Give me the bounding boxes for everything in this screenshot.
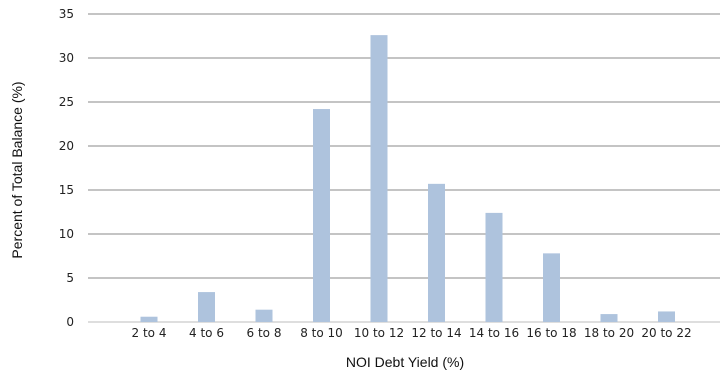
bar-20-to-22 — [658, 311, 675, 322]
y-tick-label: 30 — [59, 51, 74, 65]
bar-12-to-14 — [428, 183, 445, 322]
y-tick-label: 20 — [59, 139, 74, 153]
x-tick-label: 4 to 6 — [189, 326, 224, 340]
x-axis-label: NOI Debt Yield (%) — [346, 354, 464, 370]
y-tick-label: 15 — [59, 183, 74, 197]
y-axis-label: Percent of Total Balance (%) — [9, 81, 25, 258]
y-axis-ticks: 0 5 10 15 20 25 30 35 — [59, 7, 74, 329]
bar-14-to-16 — [485, 212, 503, 322]
bar-18-to-20 — [600, 314, 618, 322]
x-tick-label: 14 to 16 — [469, 326, 519, 340]
y-tick-label: 25 — [59, 95, 74, 109]
y-tick-label: 10 — [59, 227, 74, 241]
bar-8-to-10 — [313, 109, 330, 322]
x-tick-label: 2 to 4 — [132, 326, 167, 340]
x-tick-label: 6 to 8 — [247, 326, 282, 340]
x-tick-label: 16 to 18 — [526, 326, 576, 340]
bar-10-to-12 — [370, 35, 388, 323]
bar-16-to-18 — [543, 253, 560, 322]
x-tick-label: 12 to 14 — [411, 326, 461, 340]
bar-2-to-4 — [140, 316, 158, 322]
x-tick-label: 10 to 12 — [354, 326, 404, 340]
x-tick-label: 8 to 10 — [300, 326, 343, 340]
x-axis-ticks: 2 to 4 4 to 6 6 to 8 8 to 10 10 to 12 12 to 1… — [132, 326, 692, 340]
gridlines — [88, 13, 720, 323]
y-tick-label: 5 — [66, 271, 74, 285]
bar-4-to-6 — [198, 292, 215, 322]
y-tick-label: 0 — [66, 315, 74, 329]
bar-6-to-8 — [255, 309, 273, 322]
x-tick-label: 20 to 22 — [641, 326, 691, 340]
y-tick-label: 35 — [59, 7, 74, 21]
bars — [140, 35, 675, 323]
x-tick-label: 18 to 20 — [584, 326, 634, 340]
